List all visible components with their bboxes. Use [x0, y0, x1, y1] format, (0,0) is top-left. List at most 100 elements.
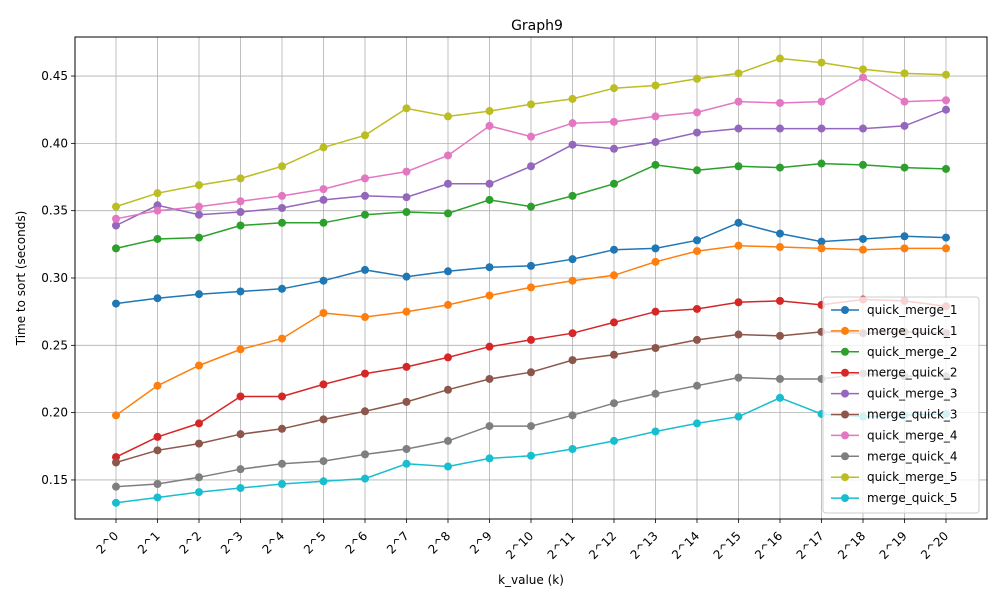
data-point — [693, 419, 701, 428]
data-point — [112, 498, 120, 507]
data-point — [485, 454, 494, 463]
data-point — [900, 121, 909, 130]
data-point — [278, 459, 286, 468]
data-point — [195, 233, 203, 242]
series-quick_merge_4 — [112, 73, 950, 223]
series-quick_merge_5 — [112, 54, 950, 211]
data-point — [485, 195, 494, 204]
data-point — [485, 422, 494, 431]
data-point — [693, 128, 701, 137]
data-point — [236, 197, 245, 206]
data-point — [153, 446, 162, 455]
data-point — [485, 342, 494, 351]
data-point — [153, 294, 162, 303]
legend-swatch-marker — [841, 347, 849, 356]
data-point — [527, 100, 535, 109]
data-point — [319, 309, 328, 318]
legend-item: merge_quick_5 — [831, 491, 958, 505]
data-point — [776, 393, 784, 402]
legend-item: quick_merge_5 — [831, 470, 958, 484]
data-point — [361, 174, 369, 183]
data-point — [444, 436, 452, 445]
data-point — [444, 209, 452, 218]
data-point — [734, 373, 743, 382]
legend-label: quick_merge_3 — [867, 387, 958, 401]
data-point — [776, 229, 784, 238]
data-point — [900, 69, 909, 78]
legend-swatch-marker — [841, 389, 849, 398]
data-point — [610, 144, 618, 153]
data-point — [236, 287, 245, 296]
data-point — [485, 179, 494, 188]
data-point — [278, 392, 286, 401]
data-point — [693, 304, 701, 313]
data-point — [278, 334, 286, 343]
data-point — [527, 202, 535, 211]
legend-label: quick_merge_2 — [867, 345, 958, 359]
data-point — [776, 124, 784, 133]
data-point — [153, 206, 162, 215]
data-point — [610, 318, 618, 327]
data-point — [319, 415, 328, 424]
data-point — [734, 412, 743, 421]
data-point — [444, 112, 452, 121]
legend-swatch-marker — [841, 452, 849, 461]
data-point — [444, 179, 452, 188]
data-point — [236, 430, 245, 439]
legend-item: merge_quick_1 — [831, 324, 958, 338]
data-point — [485, 263, 494, 272]
legend-box — [822, 296, 980, 514]
data-point — [361, 313, 369, 322]
data-point — [568, 255, 577, 264]
data-point — [568, 94, 577, 103]
data-point — [651, 160, 660, 169]
data-point — [195, 419, 203, 428]
data-point — [278, 191, 286, 200]
data-point — [153, 381, 162, 390]
data-point — [610, 399, 618, 408]
data-point — [153, 234, 162, 243]
data-point — [693, 335, 701, 344]
data-point — [278, 218, 286, 227]
data-point — [859, 160, 867, 169]
data-point — [693, 381, 701, 390]
data-point — [859, 245, 867, 254]
y-tick-label: 0.15 — [41, 473, 68, 487]
data-point — [942, 105, 950, 114]
data-point — [610, 271, 618, 280]
data-point — [361, 369, 369, 378]
data-point — [402, 193, 411, 202]
data-point — [942, 244, 950, 253]
data-point — [942, 70, 950, 79]
data-point — [859, 234, 867, 243]
data-point — [610, 179, 618, 188]
legend-swatch-marker — [841, 431, 849, 440]
data-point — [485, 107, 494, 116]
data-point — [112, 482, 120, 491]
y-axis-label: Time to sort (seconds) — [14, 211, 28, 347]
data-point — [734, 241, 743, 250]
y-tick-label: 0.40 — [41, 136, 68, 150]
data-point — [568, 140, 577, 149]
data-point — [361, 474, 369, 483]
data-point — [361, 265, 369, 274]
legend-swatch-marker — [841, 473, 849, 482]
legend-swatch-marker — [841, 306, 849, 314]
y-tick-label: 0.30 — [41, 271, 68, 285]
data-point — [568, 191, 577, 200]
data-point — [112, 202, 120, 211]
data-point — [776, 296, 784, 305]
data-point — [236, 465, 245, 474]
data-point — [859, 73, 867, 82]
data-point — [402, 459, 411, 468]
data-point — [942, 164, 950, 173]
data-point — [734, 97, 743, 106]
data-point — [485, 291, 494, 300]
data-point — [651, 244, 660, 253]
legend-swatch-marker — [841, 494, 849, 503]
data-point — [610, 117, 618, 126]
data-point — [195, 181, 203, 190]
y-tick-label: 0.20 — [41, 406, 68, 420]
data-point — [817, 244, 826, 253]
data-point — [112, 411, 120, 420]
